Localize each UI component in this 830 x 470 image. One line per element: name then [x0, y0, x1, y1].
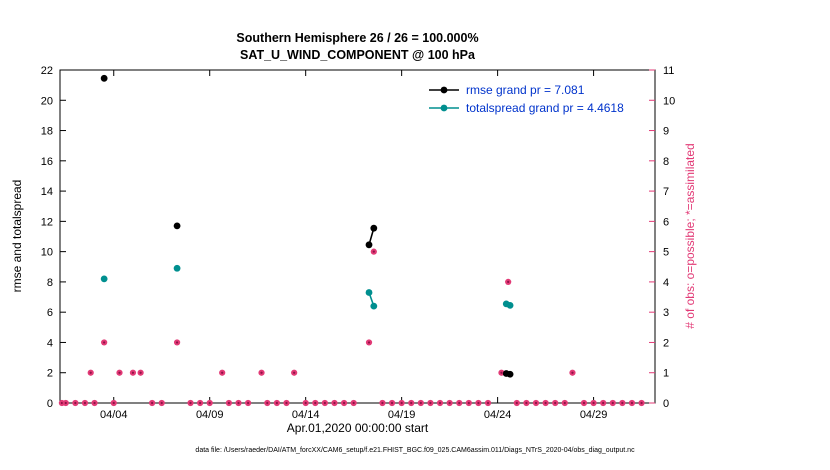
totalspread-line-marker-icon — [429, 104, 459, 112]
chart-title-line1: Southern Hemisphere 26 / 26 = 100.000% — [236, 31, 479, 45]
left-tick-label: 22 — [41, 65, 53, 77]
rmse-marker — [506, 370, 514, 378]
left-tick-label: 16 — [41, 156, 53, 168]
x-tick-label: 04/19 — [388, 409, 416, 421]
right-tick-label: 3 — [663, 307, 669, 319]
rmse-marker — [370, 224, 378, 232]
right-tick-label: 2 — [663, 337, 669, 349]
right-tick-label: 9 — [663, 126, 669, 138]
x-tick-label: 04/24 — [484, 409, 512, 421]
x-tick-label: 04/29 — [580, 409, 608, 421]
right-tick-label: 1 — [663, 368, 669, 380]
left-tick-label: 4 — [47, 337, 53, 349]
totalspread-marker — [365, 289, 373, 296]
left-tick-label: 14 — [41, 186, 53, 198]
left-tick-label: 8 — [47, 277, 53, 289]
left-tick-label: 0 — [47, 398, 53, 410]
totalspread-marker — [100, 275, 108, 283]
x-tick-label: 04/09 — [196, 409, 224, 421]
right-tick-label: 5 — [663, 247, 669, 259]
right-tick-label: 8 — [663, 156, 669, 168]
x-tick-label: 04/04 — [100, 409, 128, 421]
totalspread-marker — [506, 301, 514, 309]
right-tick-label: 4 — [663, 277, 669, 289]
rmse-line-marker-icon — [429, 86, 459, 94]
left-tick-label: 6 — [47, 307, 53, 319]
right-tick-label: 6 — [663, 216, 669, 228]
left-tick-label: 2 — [47, 368, 53, 380]
right-tick-label: 10 — [663, 95, 675, 107]
left-tick-label: 10 — [41, 247, 53, 259]
left-tick-label: 18 — [41, 126, 53, 138]
legend-item-totalspread: totalspread grand pr = 4.4618 — [428, 99, 624, 117]
totalspread-marker — [173, 264, 181, 272]
axes-box — [59, 69, 656, 404]
rmse-marker — [100, 74, 108, 82]
right-tick-label: 0 — [663, 398, 669, 410]
chart-title-line2: SAT_U_WIND_COMPONENT @ 100 hPa — [240, 48, 475, 62]
data-file-footer: data file: /Users/raeder/DAI/ATM_forcXX/… — [195, 447, 635, 454]
legend: rmse grand pr = 7.081 totalspread grand … — [428, 81, 624, 117]
totalspread-marker — [370, 302, 378, 310]
left-tick-label: 12 — [41, 216, 53, 228]
rmse-marker — [365, 241, 373, 249]
legend-label-totalspread: totalspread grand pr = 4.4618 — [466, 101, 624, 115]
right-tick-label: 11 — [663, 65, 674, 77]
x-axis-label: Apr.01,2020 00:00:00 start — [286, 421, 429, 435]
legend-label-rmse: rmse grand pr = 7.081 — [466, 83, 585, 97]
legend-item-rmse: rmse grand pr = 7.081 — [428, 81, 624, 99]
rmse-marker — [173, 222, 181, 230]
right-tick-label: 7 — [663, 186, 669, 198]
left-tick-label: 20 — [41, 95, 53, 107]
x-tick-label: 04/14 — [292, 409, 320, 421]
